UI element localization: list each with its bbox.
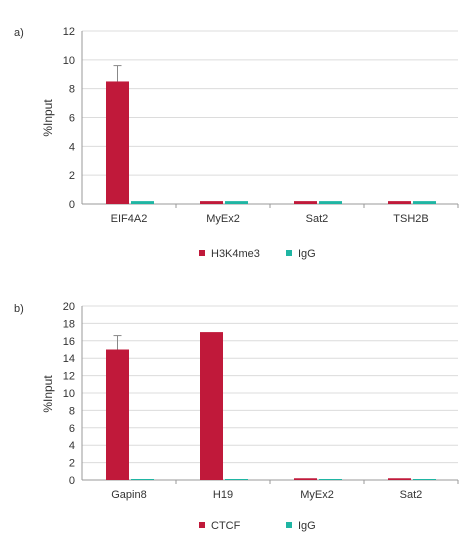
- y-tick-label: 0: [69, 199, 75, 211]
- panel-b-plot: 0 2 4 6 8 10 12 14 16 18 20 Gapin8 H19 MyEx2 Sat2: [63, 301, 459, 501]
- y-tick-label: 8: [69, 405, 75, 417]
- bar-igg: [225, 201, 248, 204]
- y-tick-label: 4: [69, 141, 75, 153]
- panel-a-plot: 0 2 4 6 8 10 12 EIF4A2 MyEx2 Sat2 TSH2B: [63, 26, 459, 225]
- bar-ctcf: [294, 478, 317, 480]
- x-tick-label: Sat2: [306, 213, 329, 225]
- bar-ctcf: [200, 332, 223, 480]
- x-tick-label: MyEx2: [300, 489, 334, 501]
- x-tick-label: TSH2B: [393, 213, 428, 225]
- legend-b-label-1: CTCF: [211, 520, 241, 532]
- bar-h3k4me3: [200, 201, 223, 204]
- legend-a-label-2: IgG: [298, 248, 316, 260]
- panel-b-ylabel: %Input: [41, 375, 55, 413]
- legend-b-swatch-2: [286, 522, 292, 528]
- y-tick-label: 6: [69, 113, 75, 125]
- y-tick-label: 20: [63, 301, 75, 313]
- bar-h3k4me3: [388, 201, 411, 204]
- panel-b-legend: CTCF IgG: [199, 520, 316, 532]
- x-tick-label: H19: [213, 489, 233, 501]
- x-tick-label: Gapin8: [111, 489, 146, 501]
- y-tick-label: 16: [63, 336, 75, 348]
- bar-igg: [319, 479, 342, 480]
- y-tick-label: 10: [63, 388, 75, 400]
- x-tick-label: Sat2: [400, 489, 423, 501]
- y-tick-label: 2: [69, 170, 75, 182]
- y-tick-label: 12: [63, 371, 75, 383]
- y-tick-label: 14: [63, 353, 75, 365]
- panel-a-label: a): [14, 27, 24, 39]
- y-tick-label: 12: [63, 26, 75, 38]
- x-tick-label: MyEx2: [206, 213, 240, 225]
- x-tick-label: EIF4A2: [111, 213, 148, 225]
- y-tick-label: 4: [69, 440, 75, 452]
- y-tick-label: 10: [63, 55, 75, 67]
- bar-igg: [413, 479, 436, 480]
- y-tick-label: 0: [69, 475, 75, 487]
- panel-b-label: b): [14, 303, 24, 315]
- bar-ctcf: [106, 349, 129, 480]
- legend-b-swatch-1: [199, 522, 205, 528]
- bar-igg: [413, 201, 436, 204]
- bar-igg: [131, 479, 154, 480]
- y-tick-label: 2: [69, 458, 75, 470]
- legend-a-swatch-1: [199, 250, 205, 256]
- y-tick-label: 8: [69, 84, 75, 96]
- y-tick-label: 6: [69, 423, 75, 435]
- panel-a-legend: H3K4me3 IgG: [199, 248, 316, 260]
- bar-ctcf: [388, 478, 411, 480]
- legend-a-swatch-2: [286, 250, 292, 256]
- legend-a-label-1: H3K4me3: [211, 248, 260, 260]
- legend-b-label-2: IgG: [298, 520, 316, 532]
- y-tick-label: 18: [63, 318, 75, 330]
- panel-b: b) %Input 0 2 4 6 8 10 12 14 16 18 20 Gapin8 H19 MyEx…: [14, 301, 459, 532]
- bar-h3k4me3: [106, 81, 129, 204]
- bar-igg: [225, 479, 248, 480]
- bar-h3k4me3: [294, 201, 317, 204]
- bar-igg: [319, 201, 342, 204]
- panel-a-ylabel: %Input: [41, 99, 55, 137]
- bar-igg: [131, 201, 154, 204]
